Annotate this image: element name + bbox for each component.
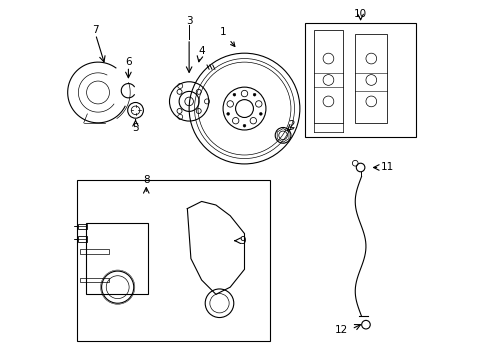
Circle shape xyxy=(232,93,235,96)
Bar xyxy=(85,223,148,294)
Bar xyxy=(77,180,269,341)
Text: 11: 11 xyxy=(380,162,393,172)
Bar xyxy=(80,278,108,282)
Bar xyxy=(80,249,108,253)
Circle shape xyxy=(226,112,229,115)
Text: 4: 4 xyxy=(198,46,204,57)
Circle shape xyxy=(243,124,245,127)
Text: 12: 12 xyxy=(334,325,347,335)
Bar xyxy=(78,224,87,229)
Text: 3: 3 xyxy=(185,16,192,26)
Bar xyxy=(313,30,342,123)
Text: 5: 5 xyxy=(132,123,139,133)
Text: 7: 7 xyxy=(92,25,99,35)
Text: 8: 8 xyxy=(142,175,149,185)
Text: 10: 10 xyxy=(353,9,366,19)
Bar xyxy=(305,23,415,137)
Text: 1: 1 xyxy=(219,27,234,46)
Text: 6: 6 xyxy=(125,57,131,67)
Circle shape xyxy=(253,93,256,96)
Text: 9: 9 xyxy=(239,236,245,246)
Bar xyxy=(78,236,87,242)
Text: 2: 2 xyxy=(288,120,294,130)
Circle shape xyxy=(259,112,262,115)
Bar xyxy=(354,33,386,123)
